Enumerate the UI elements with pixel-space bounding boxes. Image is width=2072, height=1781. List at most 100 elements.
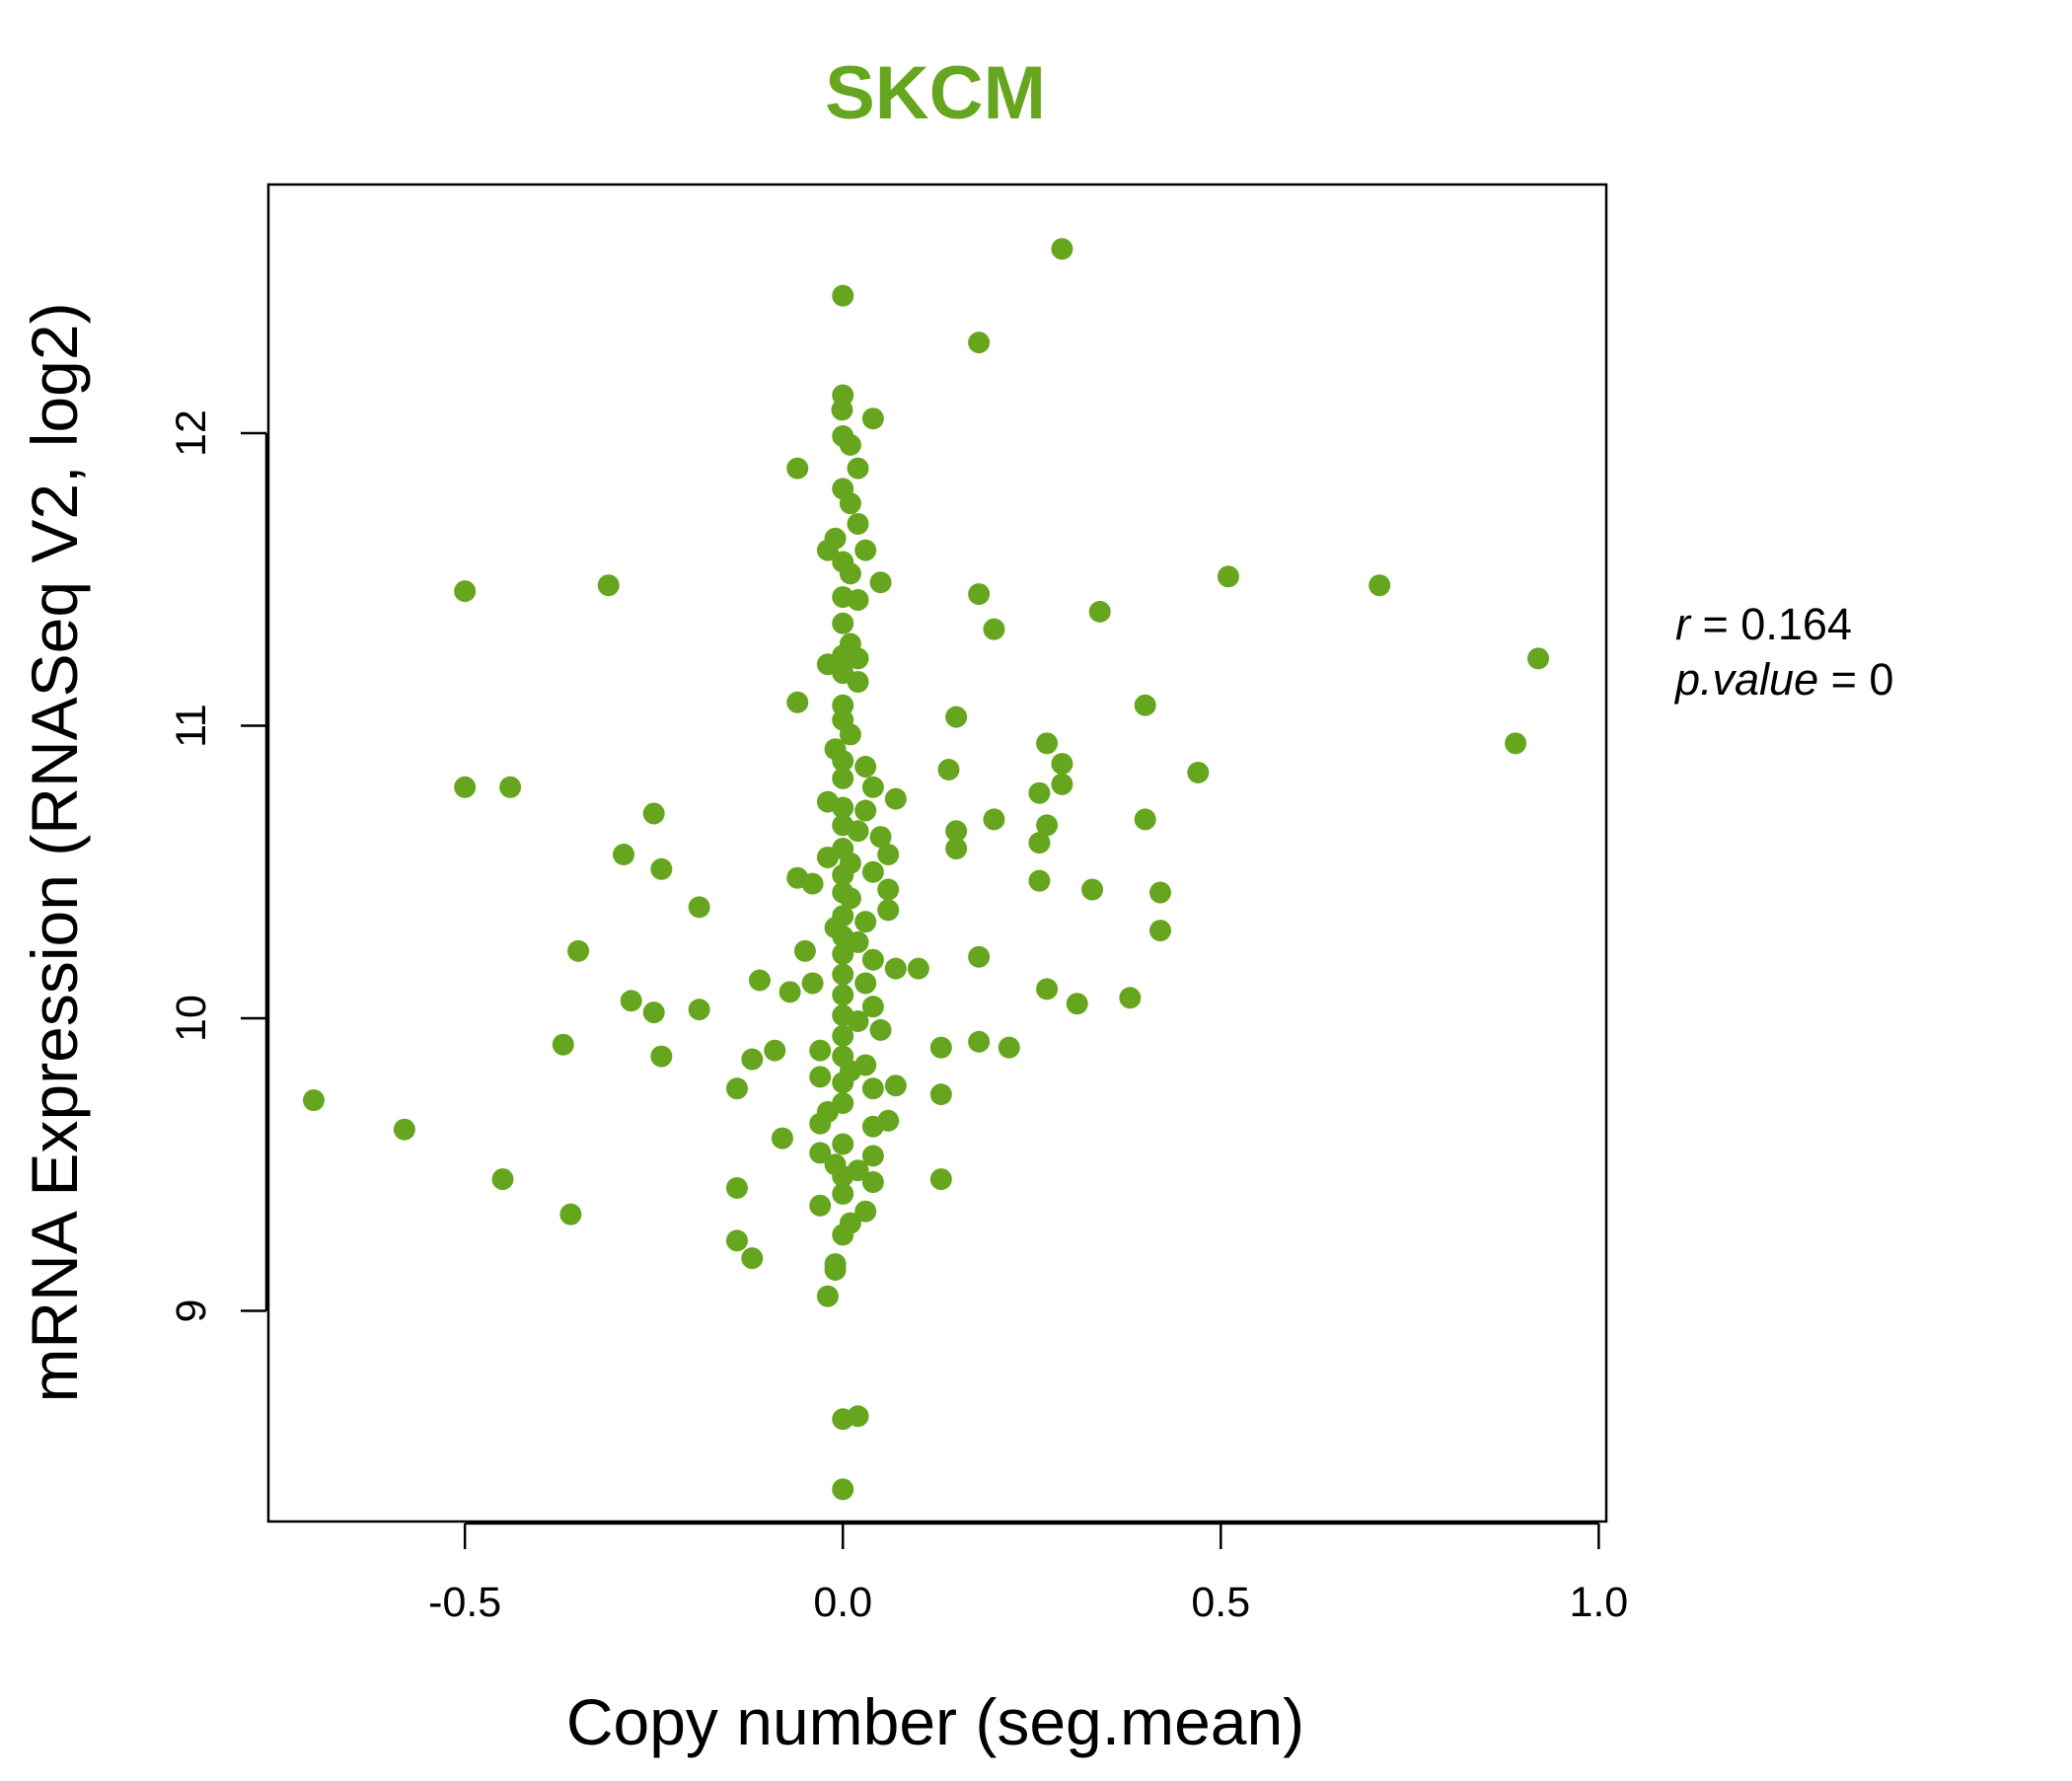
data-point (809, 1142, 832, 1164)
data-point (861, 1115, 884, 1138)
data-point (832, 796, 854, 819)
data-point (1051, 238, 1073, 260)
data-point (832, 1072, 854, 1094)
data-point (832, 767, 854, 789)
data-point (809, 1039, 832, 1062)
data-point (832, 1478, 854, 1501)
data-point (650, 857, 673, 880)
chart-title: SKCM (825, 51, 1046, 135)
data-point (1051, 773, 1073, 795)
data-point (847, 647, 869, 670)
data-point (778, 981, 801, 1003)
data-point (847, 820, 869, 843)
data-point (839, 723, 861, 746)
data-point (1066, 993, 1088, 1015)
data-point (688, 896, 710, 919)
data-point (1527, 647, 1550, 670)
data-point (968, 583, 991, 606)
data-point (854, 799, 877, 822)
data-point (642, 802, 665, 825)
data-point (650, 1045, 673, 1068)
data-point (809, 1112, 832, 1135)
data-point (1028, 869, 1051, 892)
data-point (839, 887, 861, 910)
data-point (847, 1009, 869, 1032)
data-point (998, 1036, 1020, 1059)
data-point (741, 1247, 764, 1270)
data-point (491, 1168, 514, 1191)
data-point (771, 1127, 793, 1150)
data-point (854, 756, 877, 779)
data-point (1028, 781, 1051, 804)
data-point (945, 838, 968, 860)
data-point (929, 1168, 952, 1191)
y-axis-label: mRNA Expression (RNASeq V2, log2) (18, 302, 91, 1402)
data-point (1187, 761, 1210, 783)
x-tick-label: 0.5 (1191, 1579, 1250, 1626)
data-point (793, 939, 816, 962)
data-point (832, 284, 854, 307)
data-point (832, 942, 854, 965)
data-point (832, 612, 854, 634)
data-point (816, 846, 839, 868)
data-point (937, 758, 960, 780)
data-point (869, 571, 892, 594)
data-point (786, 457, 809, 480)
data-point (454, 776, 477, 798)
x-tick-label: -0.5 (428, 1579, 501, 1626)
data-point (832, 1024, 854, 1047)
correlation-stats: r = 0.164 p.value = 0 (1673, 599, 1893, 705)
data-point (1217, 565, 1239, 588)
data-point (302, 1089, 325, 1112)
data-point (929, 1036, 952, 1059)
data-point (499, 776, 522, 798)
data-point (929, 1083, 952, 1106)
data-point (945, 705, 968, 728)
plot-frame (266, 183, 1608, 1523)
data-point (847, 589, 869, 612)
data-point (1369, 574, 1391, 597)
data-point (861, 1145, 884, 1167)
data-point (1036, 732, 1059, 755)
data-point (884, 957, 907, 980)
data-point (688, 999, 710, 1021)
data-point (801, 872, 824, 895)
data-point (1036, 814, 1059, 837)
data-point (877, 878, 900, 901)
data-point (454, 580, 477, 603)
data-point (861, 1171, 884, 1194)
data-point (968, 1030, 991, 1053)
data-point (854, 539, 877, 561)
data-point (816, 1285, 839, 1307)
p-stat: p.value = 0 (1673, 654, 1893, 705)
data-point (861, 408, 884, 430)
data-point (877, 843, 900, 865)
data-point (725, 1229, 748, 1252)
x-tick-label: 1.0 (1569, 1579, 1628, 1626)
data-point (764, 1039, 786, 1062)
data-point (968, 945, 991, 968)
r-value: 0.164 (1740, 599, 1852, 649)
data-point (809, 1194, 832, 1217)
data-point (620, 990, 642, 1012)
y-tick-label: 10 (168, 995, 215, 1042)
data-point (847, 457, 869, 480)
data-point (832, 1408, 854, 1431)
x-axis: -0.5 0.0 0.5 1.0 (428, 1521, 1628, 1626)
r-stat: r = 0.164 (1675, 599, 1852, 649)
data-point (854, 911, 877, 933)
data-point (847, 930, 869, 953)
data-point (1081, 878, 1104, 901)
data-point (832, 863, 854, 886)
data-point (567, 939, 590, 962)
data-point (839, 433, 861, 456)
data-point (832, 1133, 854, 1155)
data-point (983, 618, 1005, 640)
data-point (832, 1224, 854, 1246)
data-point (861, 860, 884, 883)
data-point (861, 1077, 884, 1100)
data-point (748, 969, 771, 992)
data-point (869, 826, 892, 849)
data-point (832, 1182, 854, 1205)
